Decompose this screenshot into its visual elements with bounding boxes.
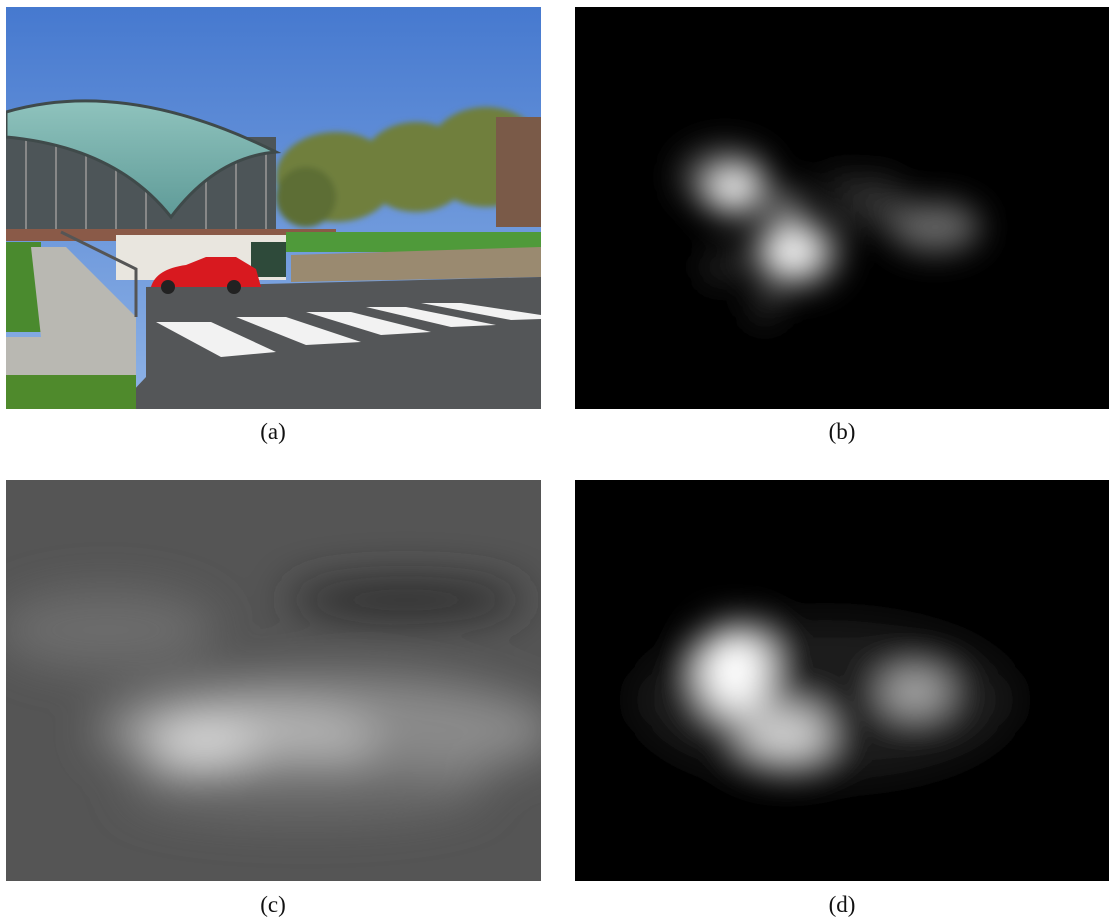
panel-label: (a) — [173, 419, 373, 445]
saliency-map — [575, 480, 1109, 881]
figure: (a) (b) (c) (d) — [0, 0, 1110, 924]
photo — [6, 7, 541, 409]
saliency-map — [575, 7, 1109, 409]
difference-map — [6, 480, 541, 881]
panel-label: (c) — [173, 892, 373, 918]
panel-label: (d) — [742, 892, 942, 918]
panel-label: (b) — [742, 419, 942, 445]
